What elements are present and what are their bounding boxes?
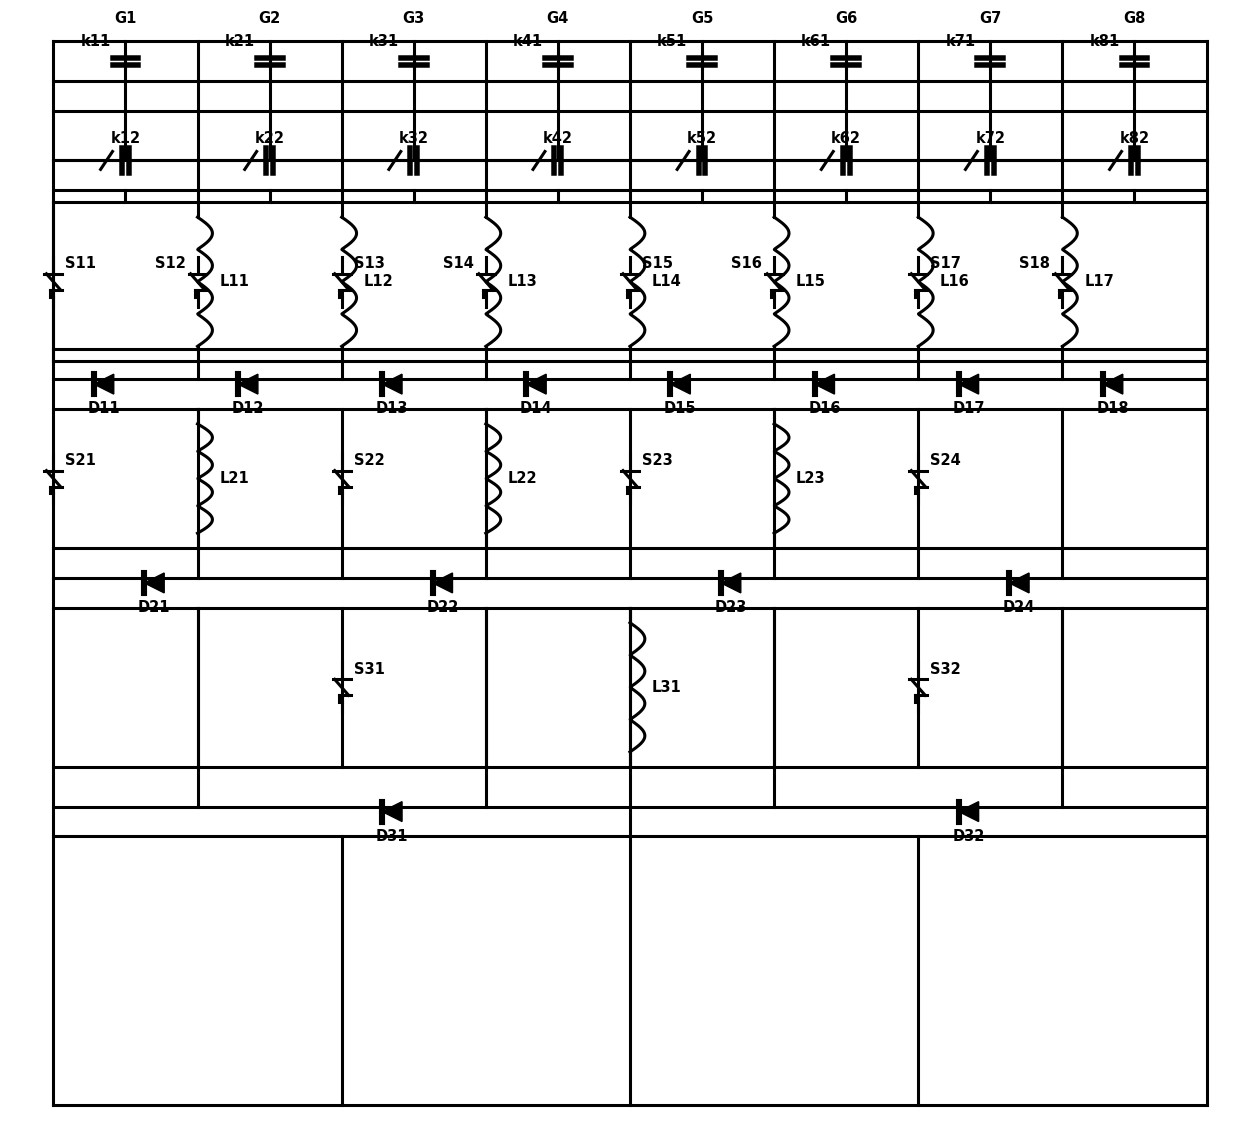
Text: D21: D21 <box>138 601 171 615</box>
Text: S22: S22 <box>353 453 384 469</box>
Text: L16: L16 <box>940 274 970 289</box>
Text: k42: k42 <box>543 131 573 146</box>
Text: S24: S24 <box>930 453 961 469</box>
Text: G4: G4 <box>547 11 569 26</box>
Text: G3: G3 <box>403 11 425 26</box>
Text: S23: S23 <box>642 453 672 469</box>
Text: L22: L22 <box>507 471 537 486</box>
Text: k72: k72 <box>976 131 1006 146</box>
Text: D11: D11 <box>88 401 120 416</box>
Text: D16: D16 <box>808 401 841 416</box>
Text: L23: L23 <box>796 471 826 486</box>
Text: k71: k71 <box>945 33 976 48</box>
Polygon shape <box>382 802 402 822</box>
Polygon shape <box>238 375 258 394</box>
Text: D31: D31 <box>376 829 408 843</box>
Polygon shape <box>959 802 978 822</box>
Text: k11: k11 <box>81 33 110 48</box>
Text: k62: k62 <box>831 131 861 146</box>
Polygon shape <box>815 375 835 394</box>
Text: k12: k12 <box>110 131 140 146</box>
Text: D14: D14 <box>520 401 553 416</box>
Text: k31: k31 <box>368 33 399 48</box>
Text: G5: G5 <box>691 11 713 26</box>
Polygon shape <box>1102 375 1122 394</box>
Text: L15: L15 <box>796 274 826 289</box>
Polygon shape <box>94 375 114 394</box>
Text: k52: k52 <box>687 131 717 146</box>
Text: D24: D24 <box>1003 601 1035 615</box>
Polygon shape <box>433 573 453 592</box>
Text: L21: L21 <box>219 471 249 486</box>
Text: S32: S32 <box>930 662 961 677</box>
Text: G7: G7 <box>980 11 1002 26</box>
Text: D12: D12 <box>232 401 264 416</box>
Text: k82: k82 <box>1120 131 1149 146</box>
Text: L14: L14 <box>652 274 682 289</box>
Text: L12: L12 <box>363 274 393 289</box>
Text: D22: D22 <box>427 601 459 615</box>
Text: k22: k22 <box>254 131 284 146</box>
Polygon shape <box>1009 573 1029 592</box>
Text: k51: k51 <box>657 33 687 48</box>
Text: D23: D23 <box>714 601 746 615</box>
Text: S18: S18 <box>1019 257 1050 272</box>
Polygon shape <box>526 375 546 394</box>
Text: G8: G8 <box>1123 11 1146 26</box>
Text: S12: S12 <box>155 257 186 272</box>
Text: D15: D15 <box>665 401 697 416</box>
Text: S17: S17 <box>930 257 961 272</box>
Polygon shape <box>671 375 691 394</box>
Text: S15: S15 <box>642 257 673 272</box>
Text: k21: k21 <box>224 33 254 48</box>
Text: D18: D18 <box>1096 401 1130 416</box>
Text: L17: L17 <box>1084 274 1114 289</box>
Polygon shape <box>382 375 402 394</box>
Text: L13: L13 <box>507 274 537 289</box>
Text: D32: D32 <box>952 829 985 843</box>
Text: S16: S16 <box>732 257 763 272</box>
Text: G2: G2 <box>258 11 280 26</box>
Text: k81: k81 <box>1089 33 1120 48</box>
Polygon shape <box>720 573 740 592</box>
Text: k61: k61 <box>801 33 831 48</box>
Text: L31: L31 <box>652 680 682 694</box>
Text: k32: k32 <box>399 131 429 146</box>
Text: D17: D17 <box>952 401 985 416</box>
Polygon shape <box>959 375 978 394</box>
Text: S31: S31 <box>353 662 384 677</box>
Text: S21: S21 <box>66 453 97 469</box>
Text: L11: L11 <box>219 274 249 289</box>
Text: k41: k41 <box>513 33 543 48</box>
Text: S11: S11 <box>66 257 97 272</box>
Text: S13: S13 <box>353 257 384 272</box>
Text: G1: G1 <box>114 11 136 26</box>
Text: D13: D13 <box>376 401 408 416</box>
Polygon shape <box>144 573 164 592</box>
Text: G6: G6 <box>835 11 857 26</box>
Text: S14: S14 <box>443 257 474 272</box>
